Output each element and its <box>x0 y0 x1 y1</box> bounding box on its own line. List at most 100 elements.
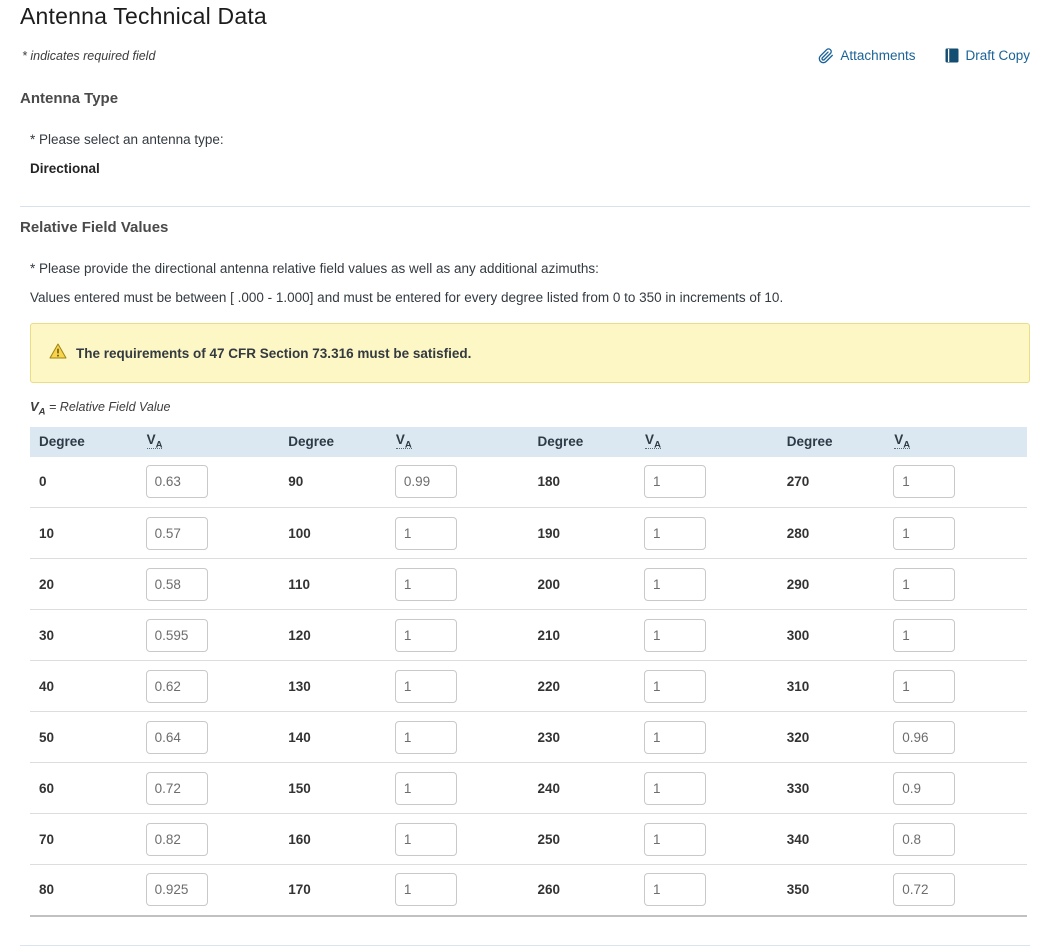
relative-field-input[interactable] <box>145 771 208 805</box>
relative-field-input[interactable] <box>145 567 208 601</box>
degree-label: 230 <box>528 711 645 763</box>
degree-label: 330 <box>777 762 894 814</box>
degree-label: 40 <box>30 660 146 712</box>
degree-label: 290 <box>777 558 894 610</box>
relative-field-input[interactable] <box>145 720 208 754</box>
degree-label: 320 <box>777 711 894 763</box>
degree-label: 120 <box>279 609 395 661</box>
relative-field-input[interactable] <box>145 465 208 499</box>
relative-field-input[interactable] <box>893 516 956 550</box>
relative-field-input[interactable] <box>394 465 457 499</box>
relative-field-input[interactable] <box>644 465 707 499</box>
relative-field-input[interactable] <box>644 618 707 652</box>
warning-banner: The requirements of 47 CFR Section 73.31… <box>30 323 1030 383</box>
relative-field-cell <box>394 813 529 865</box>
relative-field-input[interactable] <box>644 669 707 703</box>
relative-field-input[interactable] <box>394 567 457 601</box>
attachments-link[interactable]: Attachments <box>818 47 916 64</box>
relative-field-values-heading: Relative Field Values <box>20 219 169 236</box>
relative-field-input[interactable] <box>893 669 956 703</box>
relative-field-input[interactable] <box>394 720 457 754</box>
relative-field-input[interactable] <box>394 771 457 805</box>
antenna-type-heading: Antenna Type <box>20 90 119 107</box>
degree-label: 180 <box>537 474 560 490</box>
relative-field-cell <box>145 558 280 610</box>
relative-field-input[interactable] <box>893 771 956 805</box>
relative-field-cell <box>893 457 1027 508</box>
relative-field-input[interactable] <box>394 873 457 907</box>
relative-field-input[interactable] <box>394 618 457 652</box>
antenna-type-prompt: * Please select an antenna type: <box>30 132 224 147</box>
table-row: 60 150 240 330 <box>30 762 1027 814</box>
meta-row: * indicates required field Attachments <box>20 47 1030 64</box>
relative-field-input[interactable] <box>644 771 707 805</box>
degree-label: 140 <box>279 711 395 763</box>
relative-field-input[interactable] <box>893 873 956 907</box>
degree-column-header: Degree <box>279 426 395 457</box>
relative-field-input[interactable] <box>644 567 707 601</box>
relative-field-input[interactable] <box>893 720 956 754</box>
relative-field-input[interactable] <box>644 873 707 907</box>
relative-field-input[interactable] <box>644 822 707 856</box>
degree-label: 60 <box>30 762 146 814</box>
relative-field-cell <box>394 864 529 916</box>
relative-field-cell <box>394 762 529 814</box>
relative-field-input[interactable] <box>893 822 956 856</box>
relative-field-input[interactable] <box>644 720 707 754</box>
degree-column-header: Degree <box>528 426 645 457</box>
relative-field-cell <box>394 711 529 763</box>
table-row: 50 140 230 320 <box>30 711 1027 763</box>
relative-field-cell <box>644 507 778 559</box>
degree-label: 240 <box>528 762 645 814</box>
relative-field-cell <box>893 660 1027 712</box>
va-legend-rest: = Relative Field Value <box>45 400 171 414</box>
draft-copy-label: Draft Copy <box>965 48 1030 63</box>
attachments-label: Attachments <box>840 48 916 63</box>
relative-field-input[interactable] <box>145 516 208 550</box>
va-tooltip-label[interactable]: VA <box>395 432 412 451</box>
relative-field-input[interactable] <box>893 567 956 601</box>
relative-field-cell <box>644 864 778 916</box>
va-column-header: VA <box>893 426 1027 457</box>
relative-field-cell <box>644 457 778 508</box>
degree-label: 350 <box>777 864 894 916</box>
table-row: 0 90 180 270 <box>30 457 1027 508</box>
relative-field-cell <box>145 711 280 763</box>
relative-field-cell <box>394 457 529 508</box>
relative-field-cell <box>145 609 280 661</box>
degree-label: 90 <box>288 474 304 490</box>
degree-label: 20 <box>30 558 146 610</box>
relative-field-instructions: Values entered must be between [ .000 - … <box>30 290 784 305</box>
relative-field-input[interactable] <box>893 465 956 499</box>
va-legend: VA = Relative Field Value <box>30 399 1030 418</box>
section-divider <box>20 206 1030 207</box>
degree-label: 310 <box>777 660 894 712</box>
relative-field-input[interactable] <box>893 618 956 652</box>
relative-field-input[interactable] <box>145 669 208 703</box>
degree-label: 210 <box>528 609 645 661</box>
degree-label: 100 <box>279 507 395 559</box>
required-field-note: * indicates required field <box>22 48 156 63</box>
relative-field-cell <box>893 609 1027 661</box>
va-tooltip-label[interactable]: VA <box>645 432 661 451</box>
va-column-header: VA <box>644 426 778 457</box>
toolbar-links: Attachments Draft Copy <box>818 47 1030 64</box>
relative-field-input[interactable] <box>644 516 707 550</box>
degree-label: 160 <box>279 813 395 865</box>
va-tooltip-label[interactable]: VA <box>894 432 911 451</box>
relative-field-cell <box>644 609 778 661</box>
relative-field-input[interactable] <box>145 873 208 907</box>
relative-field-cell <box>644 711 778 763</box>
draft-copy-link[interactable]: Draft Copy <box>945 48 1030 63</box>
relative-field-cell <box>394 660 529 712</box>
relative-field-input[interactable] <box>145 618 208 652</box>
relative-field-input[interactable] <box>394 822 457 856</box>
relative-field-input[interactable] <box>394 516 457 550</box>
relative-field-input[interactable] <box>394 669 457 703</box>
relative-field-input[interactable] <box>145 822 208 856</box>
table-row: 80 170 260 350 <box>30 864 1027 916</box>
table-row: 10 100 190 280 <box>30 507 1027 559</box>
degree-label: 0 <box>39 474 47 490</box>
degree-column-header: Degree <box>777 426 894 457</box>
va-tooltip-label[interactable]: VA <box>146 432 163 451</box>
